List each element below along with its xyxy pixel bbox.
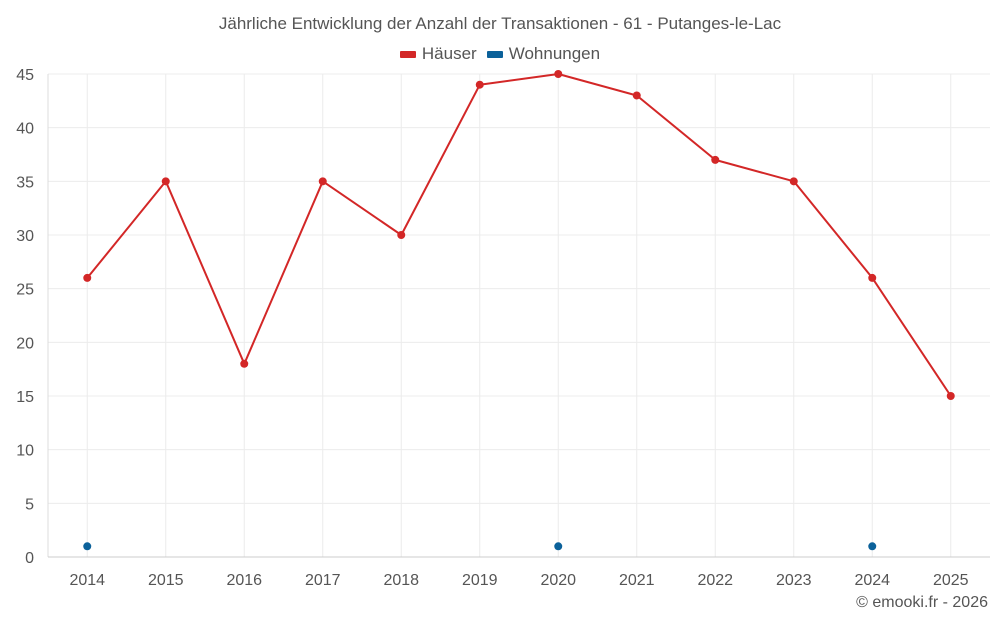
x-tick-label: 2016 [226,572,262,589]
y-tick-label: 15 [16,389,34,406]
data-point [789,177,798,186]
y-tick-label: 20 [16,335,34,352]
y-tick-label: 10 [16,443,34,460]
y-tick-label: 40 [16,121,34,138]
data-point [946,392,955,400]
x-tick-label: 2020 [540,572,576,589]
x-tick-label: 2022 [697,572,733,589]
legend-swatch-haeuser [399,50,416,58]
data-point [868,273,877,282]
legend-label-wohnungen: Wohnungen [508,44,601,63]
x-tick-label: 2023 [776,572,812,589]
x-tick-label: 2014 [69,572,105,589]
series-0 [83,70,955,400]
legend-label-haeuser: Häuser [421,44,477,63]
x-tick-label: 2021 [619,572,655,589]
x-tick-label: 2015 [148,572,184,589]
y-tick-label: 30 [16,228,34,245]
x-tick-label: 2019 [462,572,498,589]
data-point [161,177,170,186]
series-line [86,73,952,397]
data-point [711,155,720,164]
copyright-text: © emooki.fr - 2026 [856,594,988,611]
legend-swatch-wohnungen [486,50,503,58]
data-point [83,542,92,551]
x-tick-label: 2025 [933,572,969,589]
data-point [318,177,327,186]
legend-item-wohnungen[interactable]: Wohnungen [486,44,601,64]
y-tick-label: 35 [16,174,34,191]
series-layer [83,70,955,551]
data-point [868,542,877,551]
series-1 [83,542,877,551]
x-tick-label: 2017 [305,572,341,589]
data-point [83,273,92,282]
data-point [475,80,484,89]
data-point [240,359,249,368]
y-tick-label: 0 [25,550,34,567]
legend: Häuser Wohnungen [0,44,1000,64]
y-tick-label: 5 [25,496,34,513]
y-tick-label: 45 [16,67,34,84]
data-point [397,231,406,239]
data-point [632,91,641,100]
data-point [554,542,563,551]
y-tick-label: 25 [16,282,34,299]
x-tick-label: 2018 [383,572,419,589]
data-point [554,70,563,78]
legend-item-haeuser[interactable]: Häuser [399,44,477,64]
x-tick-label: 2024 [854,572,890,589]
grid-lines [48,73,990,557]
chart-title: Jährliche Entwicklung der Anzahl der Tra… [218,14,782,33]
